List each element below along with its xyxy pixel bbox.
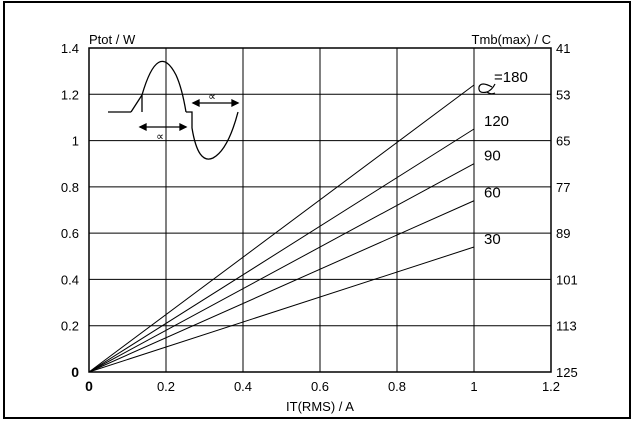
series-labels: =180 120 90 60 30	[484, 69, 528, 248]
y-tick-label-right: 125	[556, 365, 578, 380]
y-tick-label-right: 53	[556, 87, 570, 102]
x-tick-labels: 0 0.2 0.4 0.6 0.8 1 1.2	[85, 378, 560, 394]
conduction-angle-inset	[108, 61, 240, 160]
y-axis-title-right: Tmb(max) / C	[472, 32, 551, 47]
y-tick-label-left: 0	[71, 364, 79, 380]
series-label: 30	[484, 231, 501, 248]
y-tick-label-left: 0.4	[61, 272, 79, 287]
series-label: =180	[494, 69, 528, 86]
inset-alpha-right: ∝	[208, 91, 216, 103]
x-axis-title: IT(RMS) / A	[286, 399, 354, 414]
y-tick-labels-left: 0 0.2 0.4 0.6 0.8 1 1.2 1.4	[61, 41, 79, 380]
x-tick-label: 1.2	[542, 379, 560, 394]
series-label: 120	[484, 113, 509, 130]
inset-alpha-left: ∝	[156, 131, 164, 143]
inset-negative-half	[186, 111, 239, 160]
x-tick-label: 0.2	[157, 379, 175, 394]
y-tick-label-right: 65	[556, 134, 570, 149]
y-tick-labels-right: 125 113 101 89 77 65 53 41	[556, 41, 578, 380]
y-tick-label-right: 41	[556, 41, 570, 56]
series-lines	[88, 84, 475, 373]
x-tick-label: 0.4	[234, 379, 252, 394]
y-tick-label-left: 1	[72, 134, 79, 149]
x-tick-label: 0.8	[388, 379, 406, 394]
x-tick-label: 0.6	[311, 379, 329, 394]
y-axis-title-left: Ptot / W	[89, 32, 136, 47]
y-tick-label-left: 0.8	[61, 180, 79, 195]
inset-positive-half	[141, 61, 187, 113]
x-tick-label: 1	[470, 379, 477, 394]
arrow-icon	[138, 122, 147, 132]
y-tick-label-left: 1.4	[61, 41, 79, 56]
y-tick-label-left: 0.6	[61, 226, 79, 241]
series-line	[88, 246, 475, 373]
x-tick-label: 0	[85, 378, 93, 394]
outer-frame	[3, 1, 631, 419]
inset-baseline	[130, 94, 143, 113]
arrow-icon	[191, 98, 200, 108]
series-line	[88, 128, 475, 373]
y-tick-label-right: 77	[556, 180, 570, 195]
alpha-symbol-icon	[478, 83, 496, 95]
series-line	[88, 84, 475, 373]
plot-area	[88, 47, 552, 373]
grid	[89, 48, 551, 372]
y-tick-label-right: 89	[556, 226, 570, 241]
series-label: 90	[484, 148, 501, 165]
series-line	[88, 200, 475, 373]
y-tick-label-right: 101	[556, 272, 578, 287]
y-tick-label-right: 113	[556, 319, 577, 334]
y-tick-label-left: 1.2	[61, 87, 79, 102]
series-label: 60	[484, 185, 501, 202]
series-line	[88, 163, 475, 373]
arrow-icon	[179, 122, 188, 132]
y-tick-label-left: 0.2	[61, 319, 79, 334]
arrow-icon	[231, 98, 240, 108]
